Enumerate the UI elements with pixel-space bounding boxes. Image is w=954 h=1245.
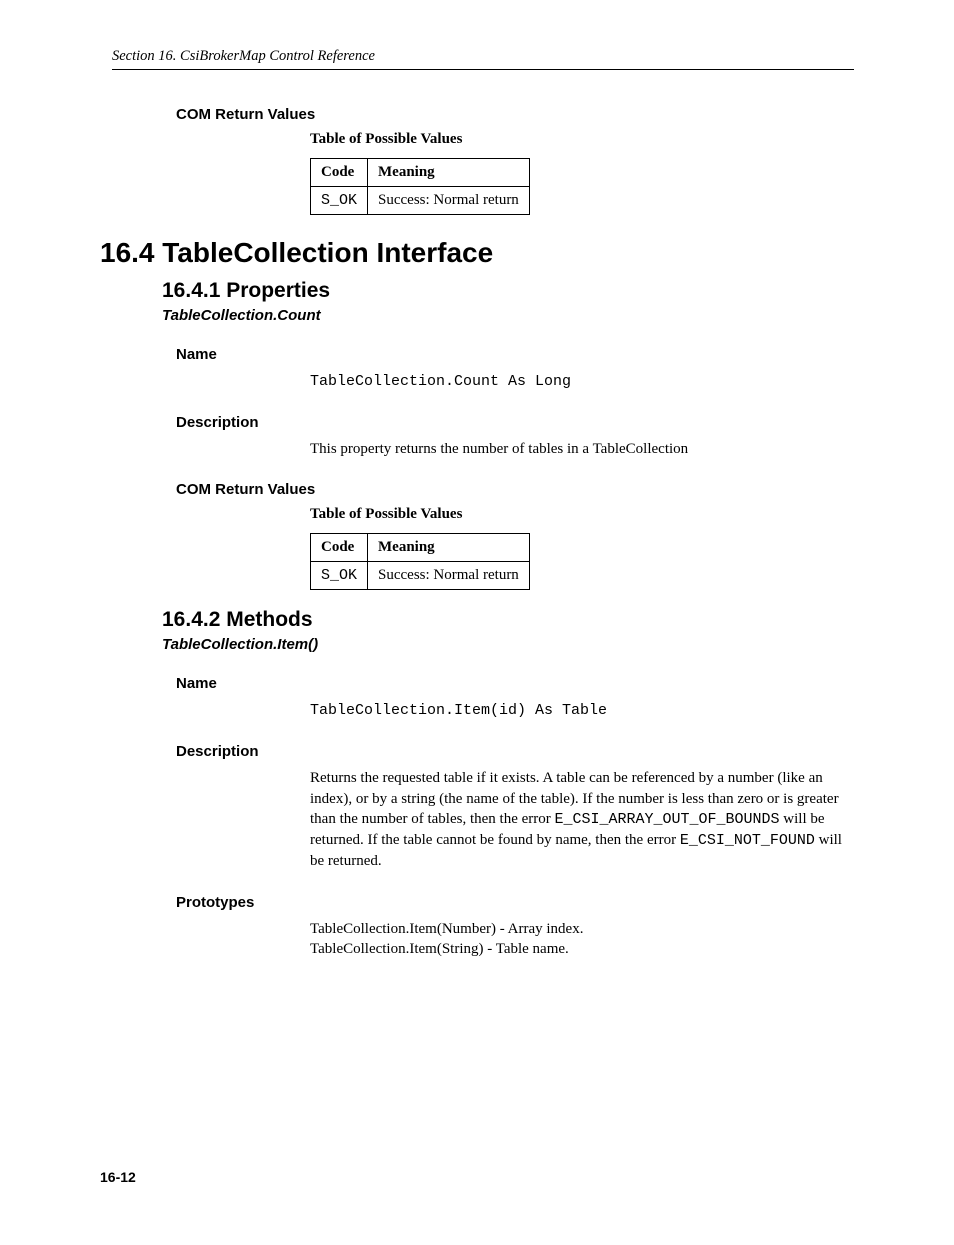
col-code: Code: [311, 534, 368, 562]
com-return-values-heading: COM Return Values: [176, 106, 854, 123]
cell-meaning: Success: Normal return: [368, 187, 530, 215]
description-label: Description: [176, 414, 854, 431]
prototypes-text: TableCollection.Item(Number) - Array ind…: [310, 919, 844, 960]
name-signature: TableCollection.Item(id) As Table: [310, 700, 854, 721]
col-meaning: Meaning: [368, 159, 530, 187]
values-table-2: Code Meaning S_OK Success: Normal return: [310, 533, 530, 590]
prototypes-label: Prototypes: [176, 894, 854, 911]
table-caption: Table of Possible Values: [310, 506, 854, 523]
cell-meaning: Success: Normal return: [368, 562, 530, 590]
name-label: Name: [176, 346, 854, 363]
table-header-row: Code Meaning: [311, 534, 530, 562]
col-code: Code: [311, 159, 368, 187]
table-row: S_OK Success: Normal return: [311, 187, 530, 215]
name-label: Name: [176, 675, 854, 692]
description-text: Returns the requested table if it exists…: [310, 768, 844, 871]
name-signature: TableCollection.Count As Long: [310, 371, 854, 392]
page: Section 16. CsiBrokerMap Control Referen…: [0, 0, 954, 1245]
description-text: This property returns the number of tabl…: [310, 439, 844, 459]
table-caption: Table of Possible Values: [310, 131, 854, 148]
prototype-line: TableCollection.Item(String) - Table nam…: [310, 941, 569, 957]
table-row: S_OK Success: Normal return: [311, 562, 530, 590]
running-header: Section 16. CsiBrokerMap Control Referen…: [112, 48, 854, 70]
subsection-properties-heading: 16.4.1 Properties: [162, 279, 854, 303]
com-return-values-heading: COM Return Values: [176, 481, 854, 498]
method-name-heading: TableCollection.Item(): [162, 636, 854, 653]
cell-code: S_OK: [311, 187, 368, 215]
col-meaning: Meaning: [368, 534, 530, 562]
prototype-line: TableCollection.Item(Number) - Array ind…: [310, 921, 583, 937]
description-label: Description: [176, 743, 854, 760]
section-heading: 16.4 TableCollection Interface: [100, 237, 854, 269]
table-header-row: Code Meaning: [311, 159, 530, 187]
error-code: E_CSI_ARRAY_OUT_OF_BOUNDS: [555, 811, 780, 828]
cell-code: S_OK: [311, 562, 368, 590]
subsection-methods-heading: 16.4.2 Methods: [162, 608, 854, 632]
property-name-heading: TableCollection.Count: [162, 307, 854, 324]
values-table-1: Code Meaning S_OK Success: Normal return: [310, 158, 530, 215]
page-number: 16-12: [100, 1169, 854, 1185]
error-code: E_CSI_NOT_FOUND: [680, 832, 815, 849]
